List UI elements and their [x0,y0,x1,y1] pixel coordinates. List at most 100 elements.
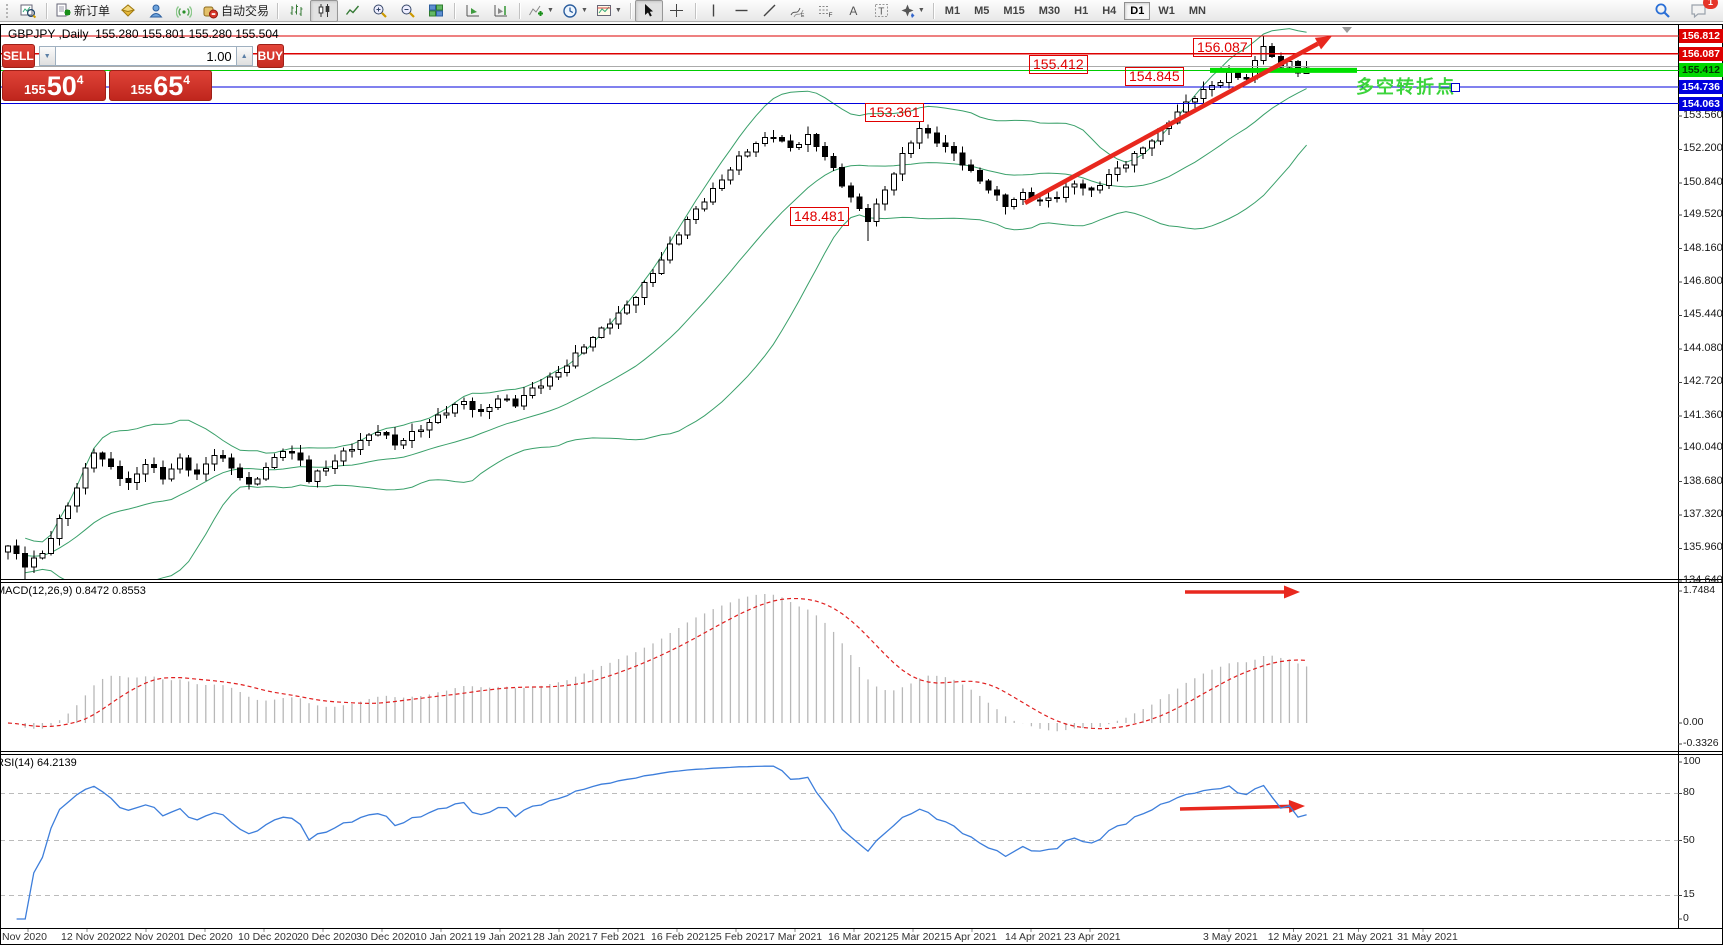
date-tick-10-Dec-2020: 10 Dec 2020 [238,931,298,943]
indicators-button[interactable]: ▼ [524,0,558,22]
zoom-out-button[interactable] [394,0,422,22]
timeframe-w1-button[interactable]: W1 [1158,4,1175,17]
volume-input[interactable] [55,46,236,66]
zoom-out-icon [401,4,415,18]
price-tick-145.440: 145.440 [1683,308,1723,321]
search-button[interactable] [1648,0,1676,22]
sell-button[interactable]: SELL [2,44,35,68]
signals-button[interactable] [170,0,198,22]
timeframe-m5-button[interactable]: M5 [974,4,990,17]
volume-increment-button[interactable]: ▲ [235,46,253,66]
equidistant-channel-icon: E [790,7,805,18]
horizontal-line-icon [735,9,748,12]
date-tick-20-Dec-2020: 20 Dec 2020 [297,931,357,943]
auto-scroll-button[interactable] [459,0,487,22]
zoom-in-button[interactable] [366,0,394,22]
timeframe-h1-button[interactable]: H1 [1074,4,1089,17]
text-label-tool-button[interactable]: T [868,0,896,22]
auto-trading-label: 自动交易 [221,4,270,18]
signals-icon [176,5,193,18]
crosshair-tool-button[interactable] [663,0,691,22]
price-tick-138.680: 138.680 [1683,474,1723,487]
annotation-155.412[interactable]: 155.412 [1029,55,1088,74]
zoom-in-icon [373,4,387,18]
annotation-153.361[interactable]: 153.361 [865,103,924,122]
date-tick-12-Nov-2020: 12 Nov 2020 [61,931,121,943]
horizontal-line-tool-button[interactable] [728,0,756,22]
date-tick-10-Jan-2021: 10 Jan 2021 [415,931,473,943]
date-tick-25-Feb-2021: 25 Feb 2021 [710,931,769,943]
timeframe-d1-button[interactable]: D1 [1124,1,1151,20]
annotation-148.481[interactable]: 148.481 [790,207,849,226]
price-tick-149.520: 149.520 [1683,208,1723,221]
rsi-axis-0: 0 [1683,912,1689,924]
sell-price-display[interactable]: 155 50 4 [2,70,106,101]
market-watch-icon [120,3,136,17]
date-tick-19-Jan-2021: 19 Jan 2021 [474,931,532,943]
timeframe-m1-button[interactable]: M1 [944,4,961,17]
price-tick-152.200: 152.200 [1683,142,1723,155]
timeframe-h4-button[interactable]: H4 [1102,4,1117,17]
date-tick-3-May-2021: 3 May 2021 [1203,931,1258,943]
timeframe-m15-button[interactable]: M15 [1003,4,1025,17]
rsi-levels [0,792,1678,896]
macd-indicator-label: MACD(12,26,9) 0.8472 0.8553 [0,585,146,597]
text-label-icon: T [875,4,889,18]
turning-point-annotation[interactable]: 多空转折点 [1356,77,1456,97]
date-tick-7-Feb-2021: 7 Feb 2021 [592,931,646,943]
fibonacci-tool-button[interactable]: F [812,0,840,22]
buy-price-display[interactable]: 155 65 4 [108,70,212,101]
price-tick-142.720: 142.720 [1683,375,1723,388]
trendline-tool-button[interactable] [756,0,784,22]
hline-anchor-marker[interactable] [1451,82,1460,92]
volume-decrement-button[interactable]: ▼ [38,46,56,66]
bollinger-bands [25,28,1307,579]
date-tick-23-Apr-2021: 23 Apr 2021 [1064,931,1121,943]
rsi-axis-100: 100 [1683,755,1701,767]
vertical-line-tool-button[interactable] [700,0,728,22]
date-tick-14-Apr-2021: 14 Apr 2021 [1005,931,1062,943]
date-tick-7-Mar-2021: 7 Mar 2021 [769,931,823,943]
auto-trading-button[interactable]: 自动交易 [198,0,273,22]
date-tick-28-Jan-2021: 28 Jan 2021 [533,931,591,943]
data-window-button[interactable] [14,0,42,22]
rsi-axis-15: 15 [1683,888,1695,901]
price-marker-154.063: 154.063 [1679,96,1723,111]
line-chart-button[interactable] [338,0,366,22]
toolbar-drag-handle[interactable] [6,3,11,18]
periods-button[interactable]: ▼ [558,0,592,22]
chat-button[interactable]: 1 [1684,0,1718,22]
arrows-dropdown-arrow: ▼ [917,7,925,14]
buy-button[interactable]: BUY [256,44,285,68]
new-order-icon [56,3,71,16]
date-tick-30-Dec-2020: 30 Dec 2020 [356,931,416,943]
data-window-icon [20,4,36,18]
annotation-156.087[interactable]: 156.087 [1193,38,1252,57]
date-tick-12-May-2021: 12 May 2021 [1267,931,1329,943]
community-button[interactable] [142,0,170,22]
price-tick-140.040: 140.040 [1683,441,1723,454]
annotation-154.845[interactable]: 154.845 [1125,67,1184,86]
candlestick-chart-button[interactable] [310,0,339,22]
bar-chart-icon [290,4,303,16]
fibonacci-icon: F [819,6,833,18]
date-tick-21-May-2021: 21 May 2021 [1332,931,1394,943]
svg-text:A: A [850,4,858,18]
timeframe-mn-button[interactable]: MN [1188,4,1206,17]
price-tick-135.960: 135.960 [1683,541,1723,554]
chart-shift-button[interactable] [487,0,515,22]
equidistant-channel-tool-button[interactable]: E [784,0,812,22]
tile-windows-button[interactable] [422,0,450,22]
date-tick-16-Mar-2021: 16 Mar 2021 [828,931,887,943]
new-order-label: 新订单 [74,4,111,18]
timeframe-m30-button[interactable]: M30 [1038,4,1061,17]
chart-shift-marker[interactable] [1342,27,1352,33]
templates-button[interactable]: ▼ [592,0,626,22]
new-order-button[interactable]: 新订单 [51,0,114,22]
bar-chart-button[interactable] [282,0,310,22]
cursor-tool-button[interactable] [634,0,663,22]
arrows-tool-button[interactable]: ▼ [896,0,929,22]
market-watch-button[interactable] [114,0,142,22]
text-tool-button[interactable]: A [840,0,868,22]
